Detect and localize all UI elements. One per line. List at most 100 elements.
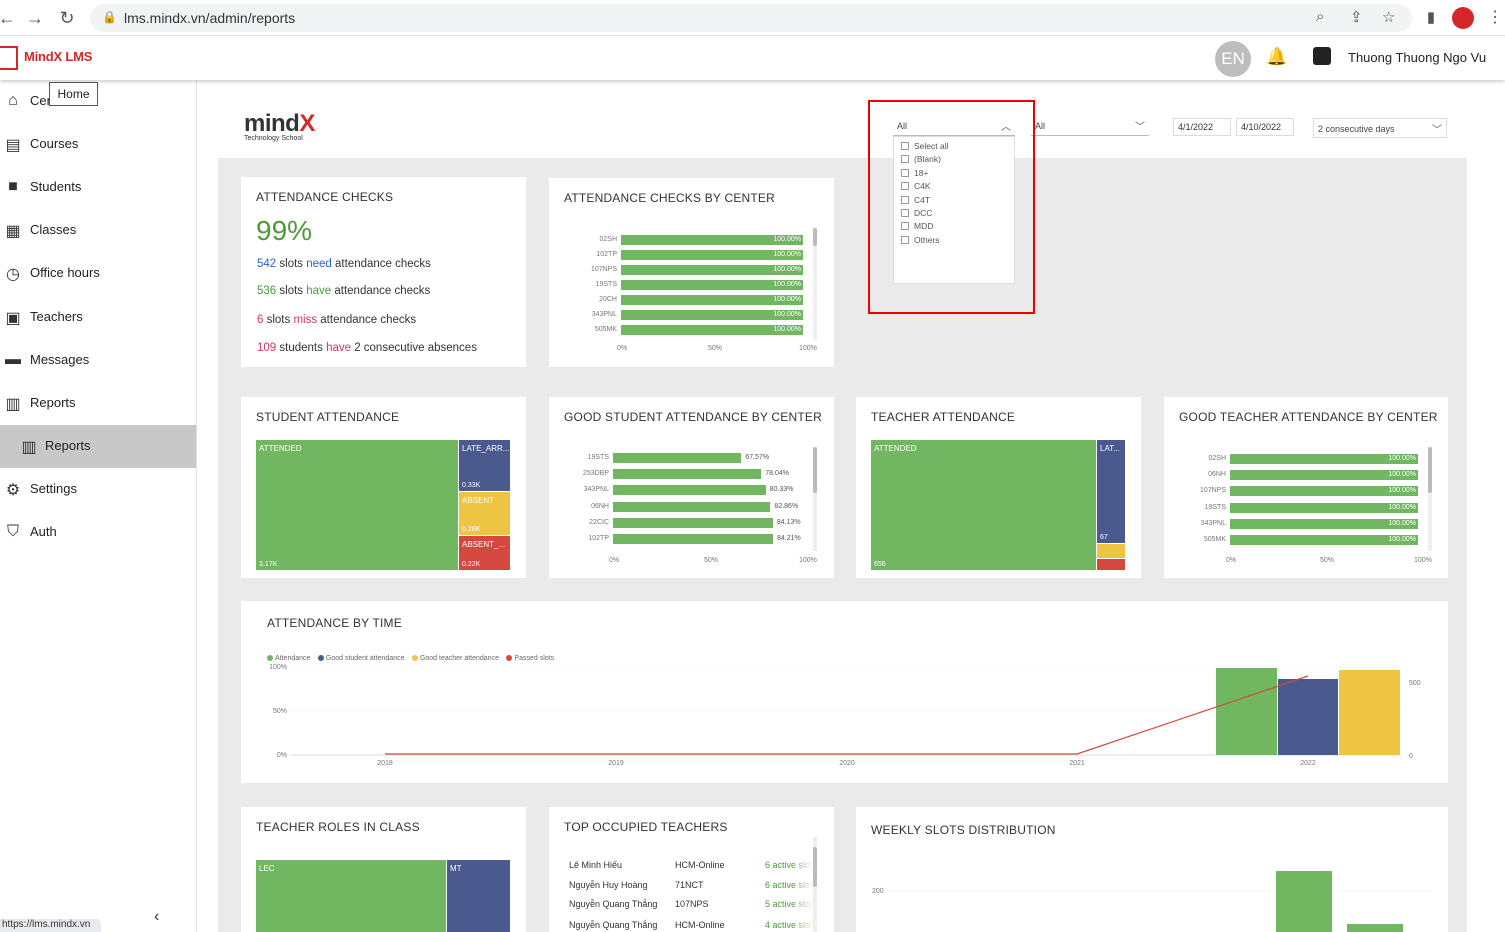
collapse-chevron-icon[interactable]: ‹ [154,908,160,925]
checkbox-icon[interactable] [901,168,909,177]
scrollbar[interactable] [813,447,817,551]
treemap-absent[interactable] [1097,544,1125,558]
sidebar-item-auth[interactable]: ⛉ Auth [0,511,196,554]
checkbox-icon[interactable] [901,142,909,150]
sidebar-item-settings[interactable]: ⚙ Settings [0,468,196,511]
bar[interactable] [621,310,803,320]
scroll-thumb[interactable] [813,447,817,493]
app-logo[interactable]: MindX LMS [24,49,93,64]
sidepanel-icon[interactable]: ▮ [1426,9,1436,26]
checkbox-icon[interactable] [901,182,909,191]
bar[interactable] [621,265,803,275]
back-icon[interactable]: ← [0,8,16,28]
bar[interactable] [1230,502,1418,513]
menu-dots-icon[interactable]: ⋮ [1487,9,1503,26]
y-tick-right-500: 500 [1409,680,1421,687]
bell-icon[interactable]: 🔔 [1266,47,1288,66]
treemap-lec[interactable]: LEC [256,860,446,932]
share-icon[interactable]: ⇪ [1350,9,1363,26]
bar[interactable] [621,250,803,260]
star-icon[interactable]: ☆ [1382,9,1396,26]
scrollbar[interactable] [1428,447,1432,551]
bar[interactable] [613,534,773,544]
sidebar-item-centers[interactable]: ⌂ Centers [0,80,196,123]
bar[interactable] [621,235,803,245]
sidebar-item-reports[interactable]: ▥ Reports [0,382,196,425]
treemap-late[interactable]: LAT... 67 [1097,440,1125,543]
chevron-down-icon[interactable]: ﹀ [1432,125,1442,136]
language-button[interactable]: EN [1215,41,1251,77]
bar[interactable] [621,280,803,290]
checkbox-icon[interactable] [901,195,909,204]
checkbox-icon[interactable] [901,209,909,217]
lock-icon[interactable]: 🔒 [102,10,117,24]
bar[interactable] [1230,535,1418,545]
treemap-absent-other[interactable] [1097,559,1125,570]
sidebar-item-classes[interactable]: ▦ Classes [0,209,196,252]
date-to-input[interactable]: 4/10/2022 [1236,118,1294,136]
sidebar-item-courses[interactable]: ▤ Courses [0,123,196,166]
forward-icon[interactable]: → [26,8,44,28]
legend-passed-slots[interactable]: Passed slots [506,655,554,662]
browser-toolbar: ← → ↻ 🔒 lms.mindx.vn/admin/reports ⌕ ⇪ ☆… [0,0,1505,36]
bar[interactable] [621,325,803,335]
treemap-attended[interactable]: ATTENDED 3.17K [256,440,458,570]
checkbox-icon[interactable] [901,235,909,244]
bar[interactable] [613,485,766,496]
bar[interactable] [1230,454,1418,464]
scroll-thumb[interactable] [813,228,817,246]
consecutive-days-slicer[interactable]: 2 consecutive days ﹀ [1313,118,1447,138]
bar[interactable] [613,453,742,463]
legend-good-student[interactable]: Good student attendance [317,655,405,662]
sidebar-subitem-reports[interactable]: ▥ Reports [0,425,196,468]
sidebar-item-messages[interactable]: ▬ Messages [0,339,196,382]
treemap-absent-other[interactable]: ABSENT_... 0.22K [459,536,510,570]
bar[interactable] [1230,486,1418,497]
sidebar-item-office-hours[interactable]: ◷ Office hours [0,252,196,295]
treemap-attended[interactable]: ATTENDED 656 [871,440,1096,570]
treemap-late-arrival[interactable]: LATE_ARR... 0.33K [459,440,510,491]
dropdown-option[interactable]: MDD [901,221,933,231]
reload-icon[interactable]: ↻ [59,8,75,28]
chevron-down-icon[interactable]: ﹀ [1135,122,1145,133]
bar[interactable] [613,517,773,528]
slicer-value: All [1035,121,1046,131]
program-slicer[interactable]: All ︿ [893,116,1015,136]
checkbox-icon[interactable] [901,222,909,231]
user-name[interactable]: Thuong Thuong Ngo Vu [1348,50,1487,65]
profile-avatar-icon[interactable] [1452,7,1474,29]
legend-attendance[interactable]: Attendance [267,655,310,662]
dropdown-option[interactable]: Others [901,235,940,245]
address-bar[interactable]: 🔒 lms.mindx.vn/admin/reports ⌕ ⇪ ☆ [90,4,1412,32]
dropdown-option[interactable]: C4K [901,181,931,191]
date-from-input[interactable]: 4/1/2022 [1173,118,1231,136]
chevron-up-icon[interactable]: ︿ [1001,122,1011,133]
scrollbar[interactable] [813,837,817,932]
sidebar-item-teachers[interactable]: ▣ Teachers [0,296,196,339]
scrollbar[interactable] [813,228,817,340]
treemap-absent[interactable]: ABSENT 0.28K [459,492,510,535]
user-badge-icon[interactable] [1313,47,1331,65]
bar[interactable] [613,501,771,512]
bar[interactable] [1230,518,1418,529]
bar[interactable] [1230,470,1418,481]
scroll-thumb[interactable] [813,847,817,887]
dropdown-option[interactable]: Select all [901,141,949,151]
stat-have-checks: 536 slots have attendance checks [257,285,431,297]
checkbox-icon[interactable] [901,155,909,164]
scroll-thumb[interactable] [1428,447,1432,493]
sidebar-item-students[interactable]: ■ Students [0,166,196,209]
bar[interactable] [613,469,762,480]
dropdown-option[interactable]: C4T [901,195,930,205]
dropdown-option[interactable]: (Blank) [901,154,941,164]
center-slicer[interactable]: All ﹀ [1031,116,1149,136]
dropdown-option[interactable]: 18+ [901,168,928,178]
legend-good-teacher[interactable]: Good teacher attendance [411,655,499,662]
bar-value-label: 100.00% [773,281,801,288]
zoom-icon[interactable]: ⌕ [1316,8,1325,25]
dropdown-option[interactable]: DCC [901,208,932,218]
treemap-mt[interactable]: MT [447,860,510,932]
sidebar-item-label: Reports [30,395,76,410]
good-student-attendance-card: GOOD STUDENT ATTENDANCE BY CENTER 19STS 6… [549,397,834,578]
bar[interactable] [621,295,803,305]
